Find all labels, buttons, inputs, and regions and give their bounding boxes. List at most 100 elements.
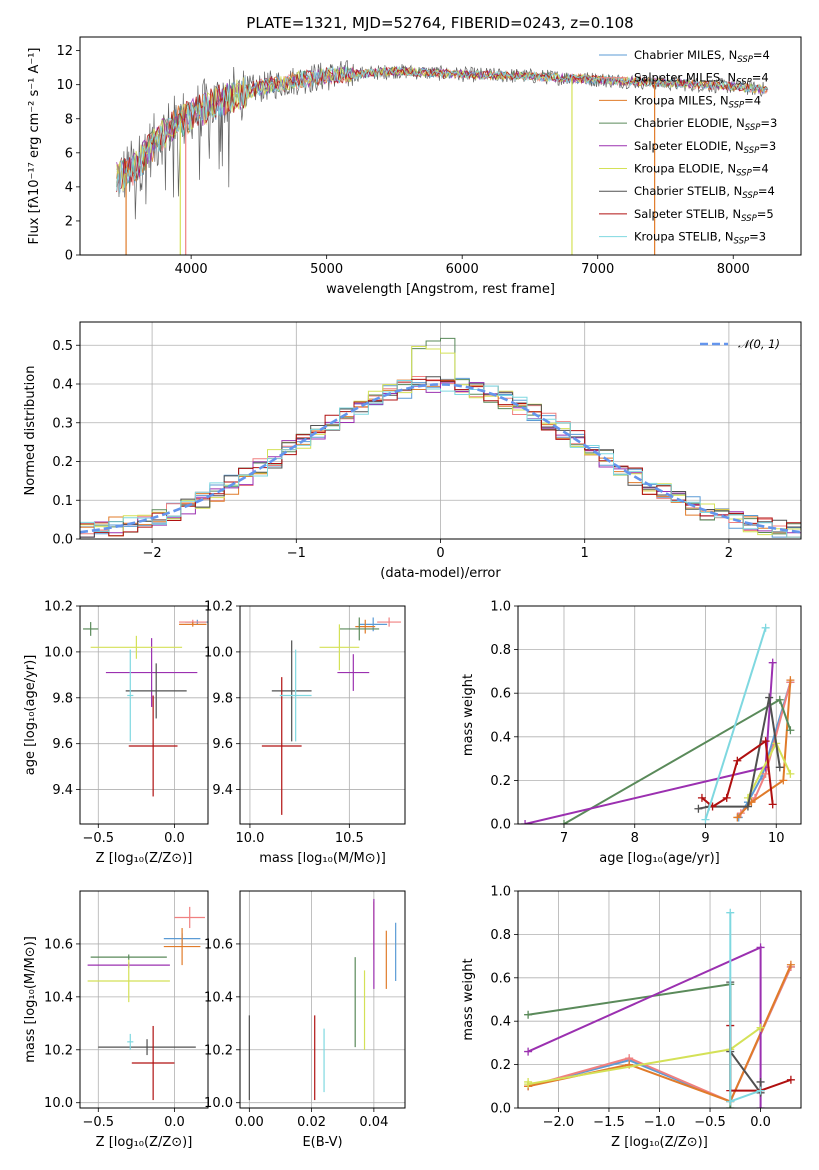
errorbar-chabrier-elodie: [90, 954, 167, 960]
tick-label-y: 10.2: [204, 1043, 233, 1058]
tick-label-x: 7: [560, 831, 568, 846]
errorbar-salpeter-stelib: [128, 695, 178, 797]
x-axis-label: Z [log₁₀(Z/Z⊙)]: [96, 851, 193, 866]
axes-5: −0.5 0.0 10.0 10.2 10.4 10.6 Z [log₁₀(Z/Z⊙)] ma…: [23, 890, 209, 1150]
series-kroupa-elodie: [524, 1023, 765, 1089]
axes-frame: [517, 605, 802, 825]
tick-label-y: 9.8: [212, 691, 233, 706]
axes-1: −2 −1 0 1 2 0.0 0.1 0.2 0.3 0.4 0.5 (data-model)/er…: [23, 321, 802, 581]
tick-label-y: 6: [65, 146, 73, 161]
x-axis-label: E(B-V): [302, 1135, 342, 1150]
axes-7: −2.0 −1.5 −1.0 −0.5 0.0 0.0 0.2 0.4 0.6 0.8 1.0 Z […: [461, 885, 802, 1150]
tick-label-x: 10: [768, 831, 785, 846]
histogram-kroupa-stelib: [80, 380, 801, 538]
tick-label-y: 9.4: [212, 783, 233, 798]
tick-label-y: 10.2: [44, 1043, 73, 1058]
errorbar-kroupa-elodie: [319, 624, 360, 671]
tick-label-x: 4000: [175, 262, 208, 277]
series-marker: [765, 693, 774, 702]
spectrum-kroupa-stelib: [116, 65, 768, 194]
errorbar-kroupa-stelib: [127, 1033, 134, 1050]
series-marker: [786, 769, 795, 778]
tick-label-x: 0.0: [750, 1115, 771, 1130]
series-marker: [768, 800, 777, 809]
tick-label-x: 0.00: [235, 1115, 264, 1130]
tick-label-y: 10.0: [204, 645, 233, 660]
series-marker: [726, 1097, 735, 1106]
tick-label-y: 10.6: [44, 937, 73, 952]
axes-frame: [79, 605, 209, 825]
x-axis-label: Z [log₁₀(Z/Z⊙)]: [96, 1135, 193, 1150]
tick-label-y: 9.6: [52, 737, 73, 752]
tick-label-x: 2: [725, 546, 733, 561]
y-axis-label: Flux [fλ10⁻¹⁷ erg cm⁻² s⁻¹ A⁻¹]: [27, 48, 42, 245]
legend-label-2: Kroupa MILES, N: [634, 93, 729, 107]
tick-label-y: 0: [65, 249, 73, 264]
tick-label-y: 0.0: [52, 533, 73, 548]
errorbar-kroupa-miles: [355, 619, 376, 634]
series-marker: [786, 726, 795, 735]
x-axis-label: wavelength [Angstrom, rest frame]: [326, 282, 555, 297]
tick-label-y: 10.4: [204, 990, 233, 1005]
series-marker: [786, 676, 795, 685]
tick-label-x: 1: [581, 546, 589, 561]
tick-label-x: 10.5: [335, 831, 364, 846]
tick-label-y: 8: [65, 112, 73, 127]
axes-3: 10.0 10.5 9.4 9.6 9.8 10.0 10.2 mass [log₁₀(M/M…: [204, 600, 406, 866]
histogram-chabrier-stelib: [80, 376, 801, 538]
series-marker: [756, 1077, 765, 1086]
errorbar-salpeter-stelib: [131, 1025, 175, 1101]
axes-frame: [79, 890, 209, 1109]
tick-label-y: 2: [65, 214, 73, 229]
tick-label-y: 10.0: [44, 645, 73, 660]
axes-frame: [517, 890, 802, 1109]
legend-nssp-7: SSP=5: [741, 207, 774, 224]
plot-area-3: [261, 617, 402, 815]
normal-curve: [80, 383, 801, 534]
errorbar-kroupa-elodie: [90, 635, 183, 659]
legend-nssp-4: SSP=3: [744, 139, 777, 156]
x-axis-label: age [log₁₀(age/yr)]: [599, 851, 720, 866]
series-line: [736, 680, 792, 819]
series-chabrier-elodie: [559, 695, 795, 824]
y-axis-label: mass weight: [461, 958, 476, 1040]
axes-frame: [239, 605, 406, 825]
axes-frame: [79, 321, 802, 540]
legend-nssp-6: SSP=4: [742, 184, 775, 201]
legend-label-3: Chabrier ELODIE, N: [634, 116, 745, 130]
tick-label-y: 0.2: [490, 1058, 511, 1073]
tick-label-y: 0.0: [490, 1102, 511, 1117]
legend-normal-label: 𝒩(0, 1): [738, 337, 780, 351]
axes-6: 0.00 0.02 0.04 10.0 10.2 10.4 10.6 E(B-V): [204, 890, 406, 1150]
series-marker: [733, 756, 742, 765]
tick-label-y: 0.8: [490, 643, 511, 658]
tick-label-y: 10.0: [44, 1096, 73, 1111]
series-marker: [694, 804, 703, 813]
plot-area-7: [524, 908, 795, 1108]
tick-label-y: 0.3: [52, 416, 73, 431]
y-axis-label: mass [log₁₀(M/M⊙)]: [23, 936, 38, 1063]
tick-label-y: 1.0: [490, 600, 511, 615]
plot-area-1: [80, 337, 801, 538]
series-marker: [775, 763, 784, 772]
series-chabrier-stelib: [694, 693, 784, 813]
legend-label-5: Kroupa ELODIE, N: [634, 162, 736, 176]
histogram-salpeter-elodie: [80, 381, 801, 538]
legend-label-0: Chabrier MILES, N: [634, 48, 737, 62]
series-marker: [521, 820, 530, 824]
series-marker: [779, 776, 788, 785]
series-marker: [768, 658, 777, 667]
tick-label-y: 0.1: [52, 494, 73, 509]
tick-label-x: 5000: [310, 262, 343, 277]
tick-label-x: 8000: [717, 262, 750, 277]
figure-title: PLATE=1321, MJD=52764, FIBERID=0243, z=0…: [246, 14, 633, 32]
tick-label-y: 0.4: [490, 730, 511, 745]
errorbar-chabrier-elodie: [339, 617, 380, 641]
series-marker: [743, 802, 752, 811]
y-axis-label: mass weight: [461, 674, 476, 756]
errorbar-kroupa-elodie: [87, 959, 170, 1003]
tick-label-y: 0.4: [52, 378, 73, 393]
tick-label-y: 0.5: [52, 339, 73, 354]
tick-label-x: −0.5: [82, 831, 114, 846]
